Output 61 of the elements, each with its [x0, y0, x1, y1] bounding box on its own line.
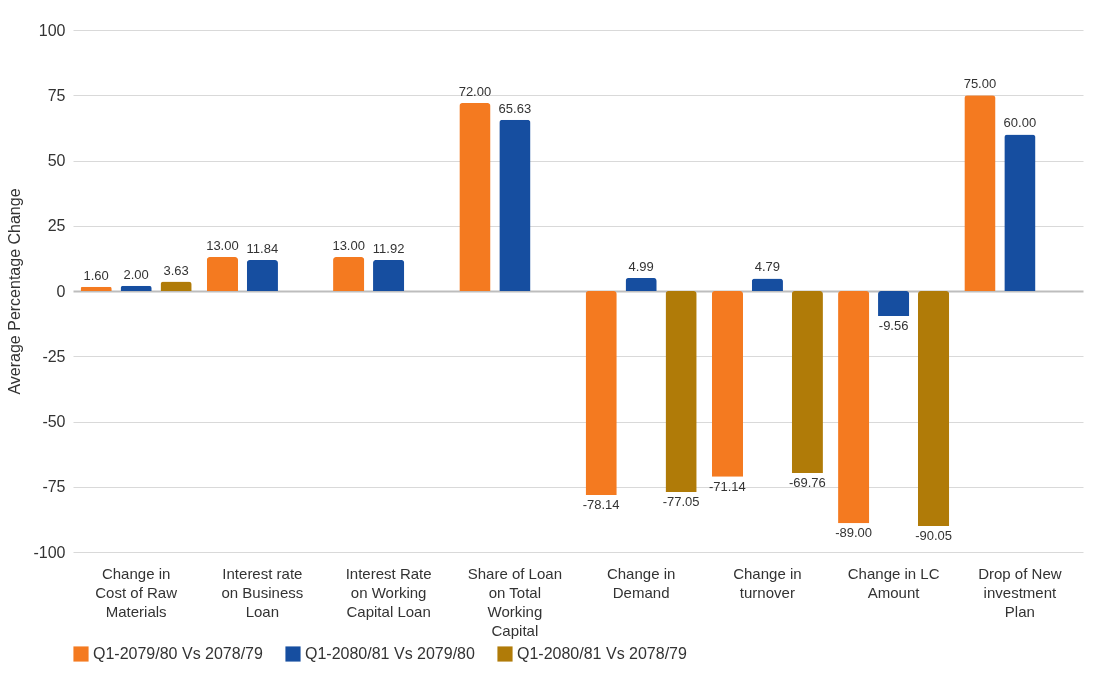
x-tick-label: Interest rate on Business Loan [221, 564, 304, 620]
legend-label: Q1-2080/81 Vs 2078/79 [517, 645, 688, 662]
data-label: -89.00 [835, 525, 873, 541]
y-tick-label: 75 [47, 86, 66, 104]
data-label: -9.56 [878, 317, 909, 333]
data-label: -90.05 [915, 528, 953, 544]
bar [964, 95, 996, 291]
y-tick-label: 100 [38, 21, 66, 39]
bar [751, 278, 783, 291]
x-tick-label: Share of Loan on Total Working Capital [467, 564, 562, 639]
bar [585, 291, 617, 495]
data-label: 2.00 [123, 266, 149, 282]
data-label: -78.14 [582, 496, 620, 512]
data-label: 60.00 [1003, 115, 1037, 131]
bar [206, 257, 238, 291]
x-tick-label: Drop of New investment Plan [978, 564, 1062, 620]
x-tick-label: Change in Cost of Raw Materials [95, 564, 178, 620]
bar [1004, 134, 1036, 291]
y-axis-title: Average Percentage Change [6, 188, 24, 395]
x-tick-label: Change in turnover [733, 564, 802, 601]
bar [878, 291, 910, 316]
data-label: 13.00 [206, 238, 239, 254]
bar [838, 291, 870, 524]
bar [918, 291, 950, 527]
bar [373, 259, 405, 291]
data-label: -71.14 [708, 478, 746, 494]
x-tick-label: Change in Demand [606, 564, 676, 601]
y-tick-label: 50 [47, 152, 66, 169]
bar [333, 257, 365, 291]
legend-label: Q1-2080/81 Vs 2079/80 [305, 645, 476, 662]
legend-label: Q1-2079/80 Vs 2078/79 [93, 645, 264, 662]
bar [711, 291, 743, 477]
x-tick-label: Change in LC Amount [847, 564, 940, 601]
x-tick-label: Interest Rate on Working Capital Loan [345, 564, 432, 620]
data-label: 13.00 [332, 238, 365, 254]
bar [160, 281, 192, 291]
y-tick-label: -50 [42, 413, 66, 430]
y-tick-label: 0 [56, 282, 66, 300]
data-label: 1.60 [83, 267, 109, 283]
data-label: 75.00 [963, 76, 997, 92]
data-label: 11.84 [246, 241, 279, 257]
data-label: 11.92 [372, 240, 405, 256]
bar [665, 291, 697, 493]
y-tick-label: -25 [42, 347, 66, 365]
y-tick-label: -100 [33, 543, 66, 561]
data-label: 72.00 [458, 84, 492, 100]
bar [120, 285, 152, 291]
data-label: 65.63 [498, 100, 532, 116]
data-label: -77.05 [662, 494, 700, 510]
bar [80, 286, 112, 291]
data-label: 3.63 [163, 262, 189, 278]
data-label: -69.76 [788, 475, 826, 491]
bar [625, 277, 657, 291]
data-label: 4.99 [628, 258, 654, 274]
data-label: 4.79 [754, 259, 781, 275]
y-tick-label: -75 [42, 478, 66, 496]
bar [246, 260, 278, 291]
bar [499, 119, 531, 291]
bar [791, 291, 823, 474]
bar [459, 103, 491, 291]
y-tick-label: 25 [47, 217, 66, 235]
